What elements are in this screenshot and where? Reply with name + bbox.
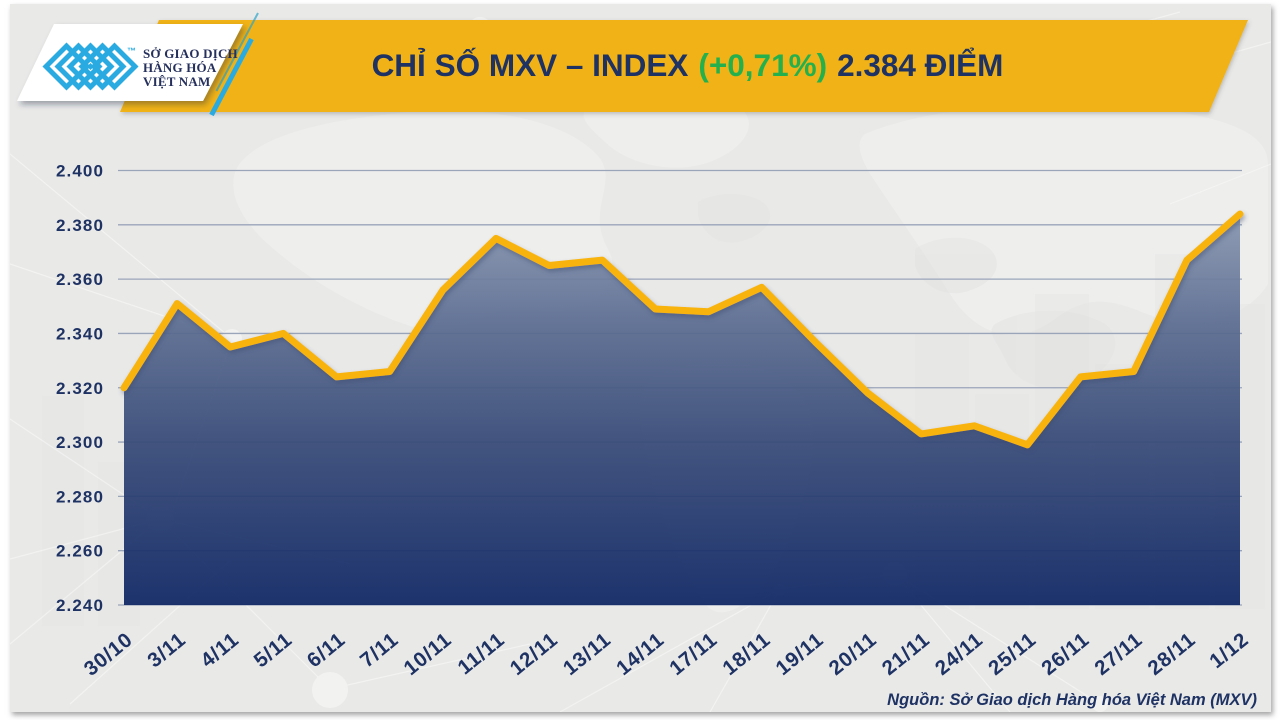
- x-tick-label: 12/11: [506, 628, 563, 680]
- title-value: 2.384 ĐIỂM: [837, 47, 1004, 83]
- x-tick-label: 3/11: [143, 628, 190, 672]
- x-tick-label: 26/11: [1037, 628, 1094, 680]
- area-fill: [124, 214, 1240, 605]
- x-tick-label: 17/11: [665, 628, 722, 680]
- y-tick-label: 2.280: [56, 487, 104, 506]
- x-tick-label: 18/11: [718, 628, 775, 680]
- index-line: [120, 210, 1244, 449]
- area-series: [120, 210, 1244, 605]
- y-tick-label: 2.340: [56, 324, 104, 343]
- logo-text-line1: SỞ GIAO DỊCH: [143, 46, 238, 61]
- y-tick-label: 2.300: [56, 433, 104, 452]
- y-tick-label: 2.380: [56, 216, 104, 235]
- source-note: Nguồn: Sở Giao dịch Hàng hóa Việt Nam (M…: [887, 691, 1257, 709]
- x-tick-label: 30/10: [80, 628, 137, 681]
- y-tick-label: 2.320: [56, 379, 104, 398]
- title-banner: [120, 20, 1248, 112]
- accent-line-thin: [215, 12, 259, 92]
- watermark-continent-patches: [698, 194, 1116, 389]
- y-tick-label: 2.400: [56, 162, 104, 181]
- x-tick-label: 6/11: [303, 628, 350, 672]
- y-tick-label: 2.240: [56, 596, 104, 615]
- x-tick-label: 1/12: [1205, 628, 1253, 673]
- accent-line-thick: [209, 37, 254, 117]
- x-tick-label: 19/11: [771, 628, 828, 680]
- x-tick-label: 21/11: [878, 628, 935, 680]
- y-tick-label: 2.360: [56, 270, 104, 289]
- x-tick-label: 25/11: [984, 628, 1041, 680]
- logo-trademark: ™: [127, 46, 136, 56]
- logo-text: SỞ GIAO DỊCH HÀNG HÓA VIỆT NAM: [143, 46, 238, 90]
- x-tick-label: 27/11: [1090, 628, 1147, 680]
- logo-text-line2: HÀNG HÓA: [143, 60, 217, 76]
- logo-center-dot: [87, 63, 94, 70]
- logo-text-line3: VIỆT NAM: [143, 74, 211, 90]
- x-tick-label: 5/11: [249, 628, 296, 672]
- x-tick-label: 13/11: [559, 628, 616, 680]
- x-tick-label: 28/11: [1143, 628, 1200, 680]
- y-tick-label: 2.260: [56, 542, 104, 561]
- x-tick-label: 20/11: [825, 628, 882, 680]
- y-axis-labels: 2.240 2.260 2.280 2.300 2.320 2.340 2.360 2.380…: [56, 162, 104, 616]
- x-tick-label: 10/11: [399, 628, 456, 680]
- x-tick-label: 14/11: [612, 628, 669, 680]
- x-tick-label: 24/11: [931, 628, 988, 680]
- x-tick-label: 7/11: [356, 628, 403, 672]
- x-axis-labels: 30/10 3/11 4/11 5/11 6/11 7/1110/1111/1112/11…: [80, 628, 1253, 681]
- header-art: ™: [17, 12, 1248, 117]
- x-tick-label: 11/11: [453, 628, 509, 679]
- title-change: (+0,71%): [698, 47, 828, 83]
- chart-title: CHỈ SỐ MXV – INDEX (+0,71%) 2.384 ĐIỂM: [155, 47, 1220, 83]
- title-main: CHỈ SỐ MXV – INDEX: [371, 47, 689, 83]
- x-tick-label: 4/11: [196, 628, 243, 672]
